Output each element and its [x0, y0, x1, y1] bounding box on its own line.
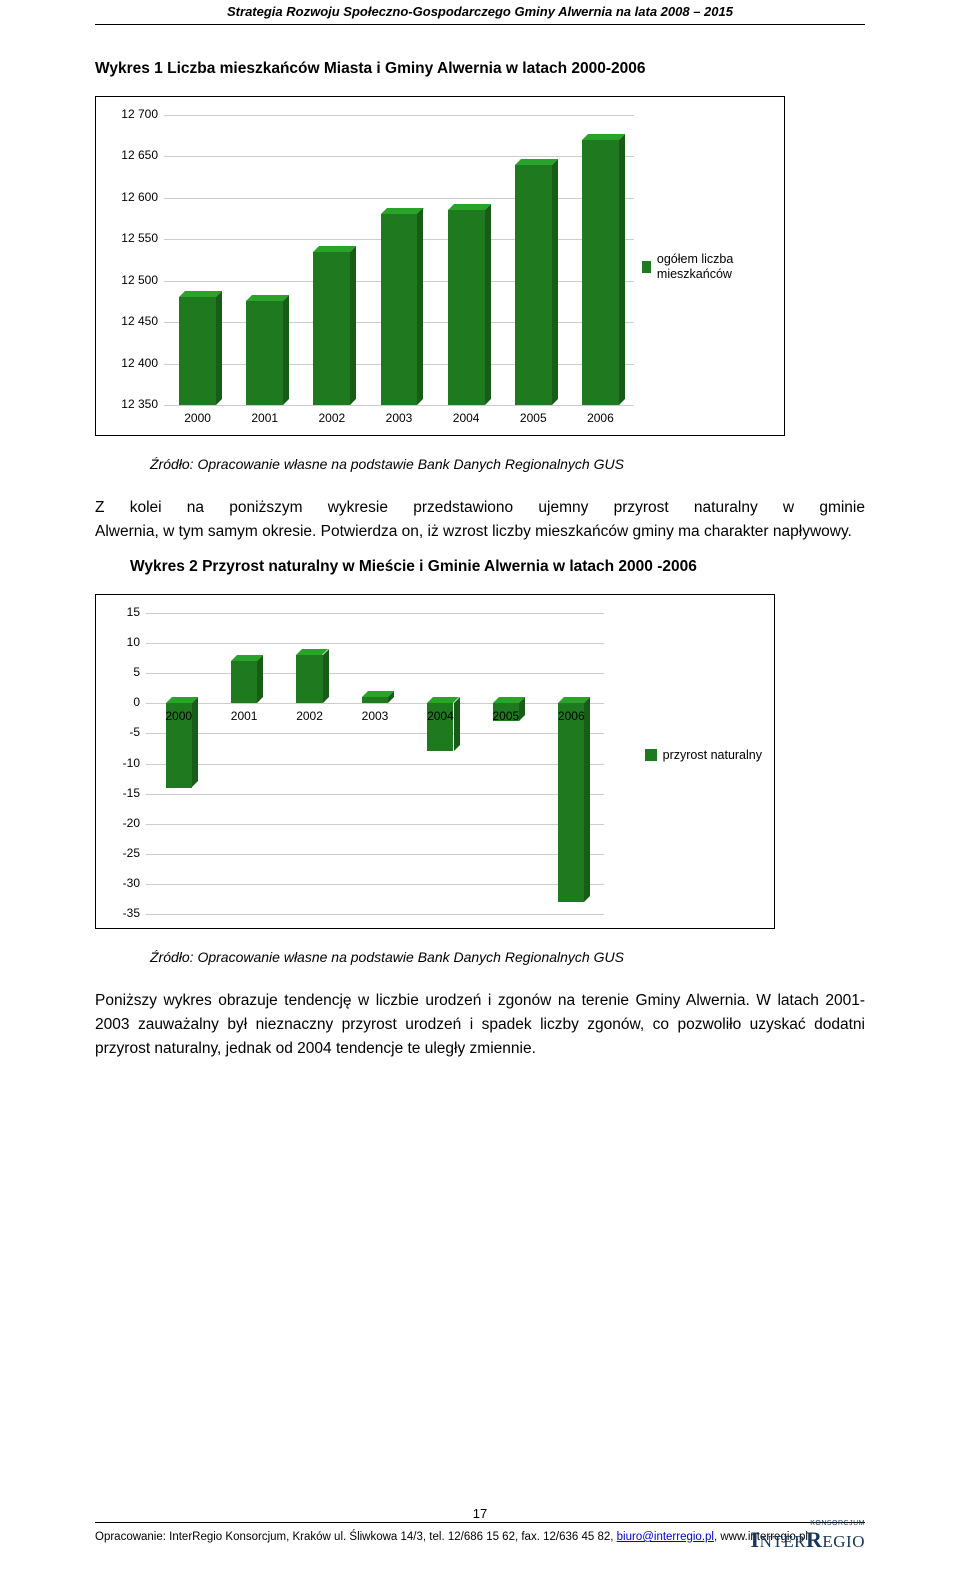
x-tick-label: 2005: [500, 411, 567, 425]
bar: [231, 661, 257, 703]
bar-side: [216, 291, 222, 405]
x-tick-label: 2002: [277, 709, 342, 723]
x-tick-label: 2002: [298, 411, 365, 425]
chart-legend: ogółem liczba mieszkańców: [642, 252, 772, 282]
x-tick-label: 2006: [567, 411, 634, 425]
bar: [179, 297, 216, 405]
gridline: [146, 884, 604, 885]
bar-side: [454, 697, 460, 751]
footer-email-link[interactable]: biuro@interregio.pl: [617, 1531, 714, 1543]
header-rule: [95, 24, 865, 25]
bar-side: [417, 208, 423, 405]
footer-logo-main: INTERREGIO: [751, 1527, 865, 1553]
legend-swatch: [645, 749, 657, 761]
y-tick-label: -35: [123, 906, 140, 920]
gridline: [146, 613, 604, 614]
x-tick-label: 2004: [408, 709, 473, 723]
gridline: [146, 914, 604, 915]
y-tick-label: 0: [133, 695, 140, 709]
y-tick-label: 15: [127, 605, 140, 619]
x-tick-label: 2001: [211, 709, 276, 723]
footer-line: Opracowanie: InterRegio Konsorcjum, Krak…: [95, 1531, 808, 1543]
page-number: 17: [0, 1506, 960, 1521]
bar: [515, 165, 552, 405]
y-tick-label: 12 500: [121, 273, 158, 287]
bar: [362, 697, 388, 703]
y-tick-label: 12 350: [121, 397, 158, 411]
x-tick-label: 2000: [146, 709, 211, 723]
bar-side: [485, 204, 491, 405]
gridline: [146, 673, 604, 674]
y-tick-label: 12 650: [121, 148, 158, 162]
chart-legend: przyrost naturalny: [645, 748, 762, 763]
gridline: [164, 198, 634, 199]
y-tick-label: 5: [133, 665, 140, 679]
footer-logo: KONSORCJUM INTERREGIO: [751, 1520, 865, 1553]
chart1-container: 12 350 12 400 12 450 12 500 12 550 12 600 12 6…: [95, 96, 785, 436]
page-header: Strategia Rozwoju Społeczno-Gospodarczeg…: [95, 4, 865, 19]
bar: [313, 252, 350, 405]
x-tick-label: 2001: [231, 411, 298, 425]
paragraph-2: Poniższy wykres obrazuje tendencję w lic…: [95, 989, 865, 1061]
bar-side: [323, 649, 329, 703]
gridline: [146, 733, 604, 734]
x-tick-label: 2004: [433, 411, 500, 425]
chart1-source: Źródło: Opracowanie własne na podstawie …: [150, 456, 865, 472]
gridline: [146, 794, 604, 795]
y-tick-label: 12 600: [121, 190, 158, 204]
y-tick-label: -15: [123, 786, 140, 800]
chart2-container: -35-30-25-20-15-10-505101520002001200220…: [95, 594, 775, 929]
x-tick-label: 2003: [365, 411, 432, 425]
footer-text-main: Opracowanie: InterRegio Konsorcjum, Krak…: [95, 1531, 617, 1543]
paragraph-1b: w tym samym okresie. Potwierdza on, iż w…: [163, 523, 852, 540]
bar-side: [257, 655, 263, 703]
chart1-title: Wykres 1 Liczba mieszkańców Miasta i Gmi…: [95, 60, 865, 78]
gridline: [146, 703, 604, 704]
bar-side: [619, 134, 625, 405]
y-tick-label: -20: [123, 816, 140, 830]
paragraph-1: Z kolei na poniższym wykresie przedstawi…: [95, 496, 865, 544]
y-tick-label: -25: [123, 846, 140, 860]
chart2-source: Źródło: Opracowanie własne na podstawie …: [150, 949, 865, 965]
bar-side: [552, 159, 558, 405]
y-tick-label: -30: [123, 876, 140, 890]
y-tick-label: 10: [127, 635, 140, 649]
bar-side: [350, 246, 356, 405]
gridline: [146, 824, 604, 825]
bar: [582, 140, 619, 405]
chart2-title: Wykres 2 Przyrost naturalny w Mieście i …: [130, 558, 865, 576]
y-tick-label: 12 400: [121, 356, 158, 370]
bar: [246, 301, 283, 405]
gridline: [164, 405, 634, 406]
x-tick-label: 2006: [539, 709, 604, 723]
x-tick-label: 2003: [342, 709, 407, 723]
gridline: [164, 156, 634, 157]
footer-logo-top: KONSORCJUM: [751, 1520, 865, 1527]
y-tick-label: 12 450: [121, 314, 158, 328]
bar: [558, 703, 584, 902]
y-tick-label: 12 700: [121, 107, 158, 121]
footer-rule: [95, 1522, 865, 1523]
y-tick-label: -10: [123, 756, 140, 770]
gridline: [146, 643, 604, 644]
x-tick-label: 2005: [473, 709, 538, 723]
y-tick-label: -5: [129, 725, 140, 739]
legend-label: ogółem liczba mieszkańców: [657, 252, 772, 282]
x-tick-label: 2000: [164, 411, 231, 425]
bar-side: [584, 697, 590, 902]
gridline: [164, 115, 634, 116]
bar: [296, 655, 322, 703]
legend-label: przyrost naturalny: [663, 748, 762, 763]
y-tick-label: 12 550: [121, 231, 158, 245]
bar: [448, 210, 485, 405]
bar: [381, 214, 418, 405]
gridline: [146, 854, 604, 855]
bar-side: [283, 295, 289, 405]
legend-swatch: [642, 261, 651, 273]
gridline: [146, 764, 604, 765]
